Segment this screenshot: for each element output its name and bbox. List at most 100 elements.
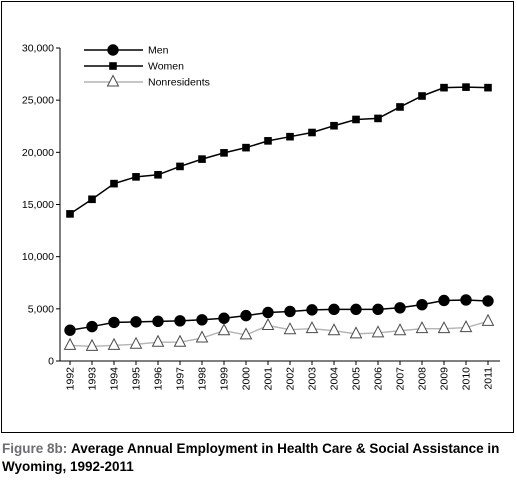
chart-frame: 0 5,000 10,000 15,000 20,000 25,000 30,000 1992… [1, 1, 514, 433]
data-point-nonresidents [151, 334, 165, 347]
data-point-nonresidents [217, 323, 231, 336]
data-point-men [306, 304, 318, 316]
series-line-women [69, 86, 489, 215]
x-tick-label: 1996 [153, 367, 165, 391]
data-point-women [132, 173, 140, 181]
legend-marker-women [109, 62, 117, 70]
data-point-nonresidents [393, 323, 407, 336]
data-point-women [198, 155, 206, 163]
data-point-women [242, 143, 250, 152]
legend-label-nonresidents: Nonresidents [148, 77, 210, 89]
series-men [64, 294, 494, 336]
data-point-women [396, 103, 404, 111]
series-nonresidents [63, 313, 495, 351]
data-point-nonresidents [415, 321, 429, 334]
data-point-men [394, 302, 406, 314]
legend-item-women: Women [84, 61, 184, 73]
data-point-women [352, 115, 360, 124]
data-point-men [438, 294, 450, 307]
legend-marker-men [107, 44, 119, 56]
data-point-women [462, 83, 470, 91]
data-point-women [374, 114, 382, 123]
data-point-nonresidents [349, 326, 363, 339]
x-tick-label: 2009 [439, 367, 451, 391]
y-tick-label: 0 [48, 356, 54, 368]
data-point-men [262, 306, 274, 319]
data-point-nonresidents [261, 317, 275, 331]
data-point-men [350, 303, 362, 316]
data-point-women [220, 149, 228, 157]
legend-item-nonresidents: Nonresidents [84, 74, 210, 89]
data-point-women [110, 179, 118, 188]
data-point-women [308, 128, 316, 137]
x-tick-label: 1998 [197, 367, 209, 391]
data-point-nonresidents [129, 336, 143, 349]
x-tick-label: 1992 [65, 367, 77, 391]
caption-label: Figure 8b: [2, 441, 68, 456]
data-point-women [440, 83, 448, 92]
legend-label-men: Men [148, 45, 169, 57]
data-point-men [64, 324, 76, 336]
data-point-women [286, 132, 294, 141]
data-point-nonresidents [437, 321, 451, 334]
data-point-women [176, 162, 184, 171]
data-point-women [66, 210, 74, 218]
line-chart: 0 5,000 10,000 15,000 20,000 25,000 30,000 1992… [22, 43, 500, 391]
data-point-women [330, 121, 338, 130]
y-tick-label: 20,000 [22, 147, 54, 159]
x-tick-label: 2008 [417, 367, 429, 391]
data-point-women [264, 137, 272, 145]
x-tick-label: 2010 [461, 367, 473, 391]
figure-caption: Figure 8b: Average Annual Employment in … [2, 440, 514, 476]
axes: 0 5,000 10,000 15,000 20,000 25,000 30,000 1992… [22, 43, 500, 391]
series-lines [63, 83, 495, 351]
data-point-men [284, 305, 296, 318]
data-point-nonresidents [327, 323, 341, 336]
x-tick-label: 1999 [219, 367, 231, 391]
x-tick-label: 2011 [483, 367, 495, 390]
data-point-men [372, 303, 384, 316]
data-point-nonresidents [107, 337, 121, 350]
y-tick-label: 25,000 [22, 95, 54, 107]
data-point-women [88, 195, 96, 204]
data-point-nonresidents [173, 334, 187, 347]
x-tick-label: 1995 [131, 367, 143, 391]
y-tick-label: 10,000 [22, 251, 54, 263]
data-point-nonresidents [63, 337, 77, 350]
data-point-men [108, 316, 120, 329]
x-tick-label: 1994 [109, 367, 121, 391]
legend-label-women: Women [148, 61, 184, 73]
data-point-nonresidents [481, 313, 495, 326]
x-tick-label: 2002 [285, 367, 297, 391]
data-point-women [154, 170, 162, 179]
x-tick-label: 2007 [395, 367, 407, 391]
legend-marker-nonresidents [106, 74, 120, 87]
data-point-nonresidents [371, 325, 385, 338]
data-point-nonresidents [305, 321, 319, 334]
y-tick-label: 15,000 [22, 199, 54, 211]
data-point-men [86, 320, 98, 333]
y-tick-label: 5,000 [28, 303, 54, 315]
data-point-men [196, 314, 208, 326]
data-point-nonresidents [239, 327, 253, 340]
data-point-nonresidents [195, 330, 209, 343]
legend-item-men: Men [84, 44, 169, 57]
x-tick-label: 2001 [263, 367, 275, 391]
data-point-men [416, 298, 428, 311]
caption-text: Average Annual Employment in Health Care… [2, 441, 500, 474]
data-point-men [328, 303, 340, 316]
data-point-men [460, 294, 472, 306]
data-point-women [418, 92, 426, 100]
legend: Men Women Nonresidents [84, 44, 210, 89]
x-tick-label: 2004 [329, 367, 341, 391]
data-point-nonresidents [459, 320, 473, 333]
series-women [66, 83, 492, 218]
y-tick-label: 30,000 [22, 43, 54, 55]
x-tick-label: 2000 [241, 367, 253, 391]
data-point-men [240, 309, 252, 322]
data-point-women [484, 83, 492, 92]
data-point-men [152, 315, 164, 328]
data-point-nonresidents [85, 338, 99, 351]
x-tick-label: 2005 [351, 367, 363, 391]
x-tick-label: 1997 [175, 367, 187, 391]
